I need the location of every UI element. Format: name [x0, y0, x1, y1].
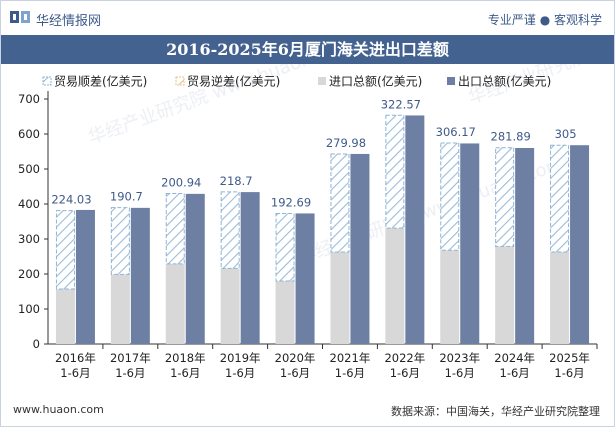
x-tick-label: 1-6月 [225, 366, 255, 380]
surplus-data-label: 200.94 [161, 176, 201, 190]
surplus-bar [550, 144, 570, 253]
x-tick-label: 1-6月 [115, 366, 145, 380]
legend-label: 进口总额(亿美元) [329, 74, 422, 89]
import-bar [495, 246, 515, 344]
x-tick-label: 2025年 [549, 351, 590, 365]
surplus-bar [55, 210, 75, 290]
export-bar [515, 148, 535, 344]
y-tick-label: 500 [18, 162, 40, 176]
x-tick-label: 1-6月 [280, 366, 310, 380]
y-tick-label: 400 [18, 197, 40, 211]
legend-swatch-deficit [175, 76, 185, 86]
surplus-data-label: 190.7 [110, 190, 143, 204]
surplus-data-label: 305 [555, 127, 577, 141]
brand-name: 华经情报网 [36, 14, 102, 29]
y-tick-label: 200 [18, 267, 40, 281]
surplus-bar [385, 114, 405, 229]
surplus-bar [165, 193, 185, 265]
import-bar [550, 251, 570, 344]
axes: 01002003004005006007002016年1-6月2017年1-6月… [18, 91, 598, 380]
legend: 贸易顺差(亿美元) 贸易逆差(亿美元) 进口总额(亿美元) 出口总额(亿美元) [42, 74, 551, 89]
y-tick-label: 600 [18, 127, 40, 141]
legend-label: 贸易逆差(亿美元) [187, 74, 280, 89]
data-labels: 224.03 190.7 200.94 218.7 192.69 279.98 322.57… [51, 97, 576, 209]
surplus-data-label: 306.17 [436, 125, 476, 139]
footer-website: www.huaon.com [13, 403, 104, 416]
legend-label: 贸易顺差(亿美元) [54, 74, 147, 89]
legend-swatch-surplus [42, 76, 52, 86]
import-bar [55, 289, 75, 344]
export-bar [75, 209, 95, 344]
surplus-data-label: 281.89 [491, 130, 531, 144]
x-tick-label: 2017年 [110, 351, 151, 365]
title-bar: 2016-2025年6月厦门海关进出口差额 [1, 35, 614, 64]
huajing-logo-icon [10, 11, 30, 23]
top-bar: 华经情报网 专业严谨 ● 客观科学 [1, 1, 614, 35]
bars [55, 114, 590, 344]
chart-title: 2016-2025年6月厦门海关进出口差额 [166, 40, 449, 59]
surplus-data-label: 218.7 [220, 174, 253, 188]
export-bar [130, 207, 150, 344]
x-tick-label: 2022年 [384, 351, 425, 365]
export-bar [460, 143, 480, 344]
x-tick-label: 1-6月 [554, 366, 584, 380]
export-bar [405, 115, 425, 344]
import-bar [275, 281, 295, 344]
surplus-bar [110, 207, 130, 275]
import-bar [385, 228, 405, 344]
surplus-bar [440, 142, 460, 251]
legend-label: 出口总额(亿美元) [458, 74, 551, 89]
import-bar [330, 251, 350, 344]
surplus-data-label: 192.69 [271, 196, 311, 210]
y-tick-label: 300 [18, 232, 40, 246]
surplus-bar [220, 191, 240, 269]
export-bar [185, 193, 205, 344]
import-bar [165, 263, 185, 344]
footer-source: 数据来源：中国海关，华经产业研究院整理 [391, 405, 600, 418]
x-tick-label: 1-6月 [445, 366, 475, 380]
x-tick-label: 2023年 [439, 351, 480, 365]
surplus-bar [495, 147, 515, 247]
surplus-bar [275, 213, 295, 282]
x-tick-label: 1-6月 [390, 366, 420, 380]
export-bar [240, 192, 260, 344]
x-tick-label: 1-6月 [500, 366, 530, 380]
x-tick-label: 2019年 [220, 351, 261, 365]
y-tick-label: 700 [18, 92, 40, 106]
legend-swatch-export [447, 77, 455, 85]
surplus-data-label: 279.98 [326, 136, 366, 150]
legend-swatch-import [318, 77, 326, 85]
y-tick-label: 0 [33, 337, 40, 351]
x-tick-label: 2021年 [330, 351, 371, 365]
surplus-data-label: 224.03 [51, 193, 91, 207]
surplus-bar [330, 153, 350, 253]
export-bar [570, 145, 590, 344]
y-tick-label: 100 [18, 302, 40, 316]
import-bar [220, 268, 240, 344]
export-bar [350, 153, 370, 344]
x-tick-label: 2018年 [165, 351, 206, 365]
slogan: 专业严谨 ● 客观科学 [487, 13, 602, 27]
x-tick-label: 2016年 [55, 351, 96, 365]
x-tick-label: 1-6月 [335, 366, 365, 380]
import-bar [110, 274, 130, 344]
export-bar [295, 213, 315, 344]
surplus-data-label: 322.57 [381, 97, 421, 111]
x-tick-label: 1-6月 [60, 366, 90, 380]
x-tick-label: 2020年 [275, 351, 316, 365]
import-bar [440, 250, 460, 344]
x-tick-label: 2024年 [494, 351, 535, 365]
x-tick-label: 1-6月 [170, 366, 200, 380]
